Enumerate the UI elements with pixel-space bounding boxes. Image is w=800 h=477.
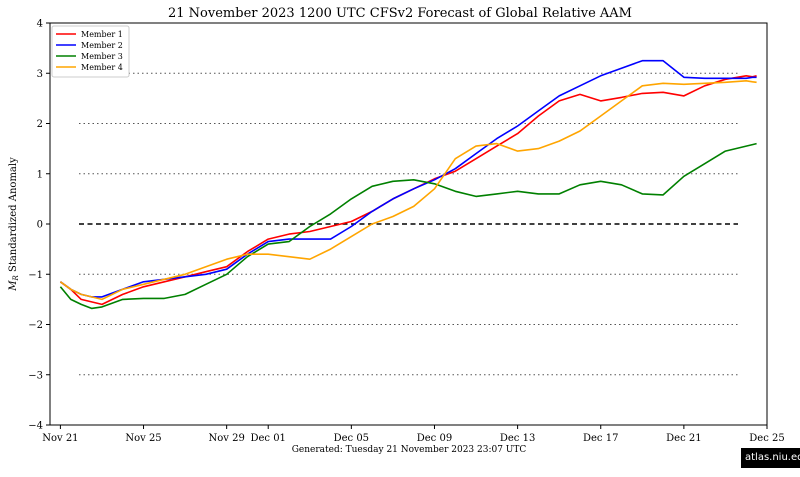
series-line-member-4 bbox=[59, 80, 757, 301]
series-group bbox=[59, 59, 757, 310]
chart-title: 21 November 2023 1200 UTC CFSv2 Forecast… bbox=[168, 6, 632, 21]
series-line-member-1 bbox=[59, 75, 757, 306]
y-tick-label: 1 bbox=[37, 169, 43, 180]
x-tick-label: Dec 17 bbox=[583, 433, 618, 444]
x-tick-label: Nov 29 bbox=[208, 433, 244, 444]
y-tick-label: 2 bbox=[37, 119, 43, 130]
generated-footer: Generated: Tuesday 21 November 2023 23:0… bbox=[292, 445, 527, 455]
y-tick-label: 3 bbox=[37, 69, 43, 80]
x-tick-label: Dec 13 bbox=[500, 433, 535, 444]
y-axis-label: MR Standardized Anomaly bbox=[8, 157, 20, 292]
x-tick-label: Dec 05 bbox=[334, 433, 369, 444]
y-tick-label: −3 bbox=[28, 370, 43, 381]
x-tick-label: Dec 09 bbox=[417, 433, 452, 444]
series-line-member-2 bbox=[59, 59, 757, 298]
y-tick-label: −1 bbox=[28, 270, 43, 281]
y-axis-ticks: −4 −3 −2 −1 0 1 2 3 4 bbox=[28, 19, 50, 432]
legend: Member 1 Member 2 Member 3 Member 4 bbox=[51, 25, 130, 78]
legend-label: Member 2 bbox=[81, 41, 123, 50]
legend-box bbox=[51, 25, 130, 78]
y-tick-label: −2 bbox=[28, 320, 43, 331]
credit-badge: atlas.niu.edu bbox=[741, 448, 800, 468]
series-line-member-3 bbox=[59, 142, 757, 310]
x-tick-label: Dec 25 bbox=[749, 433, 784, 444]
legend-label: Member 4 bbox=[81, 63, 123, 72]
y-tick-label: −4 bbox=[28, 421, 43, 432]
x-tick-label: Nov 25 bbox=[125, 433, 161, 444]
x-tick-label: Nov 21 bbox=[42, 433, 78, 444]
gridlines bbox=[79, 72, 738, 376]
x-tick-label: Dec 01 bbox=[250, 433, 285, 444]
x-tick-label: Dec 21 bbox=[666, 433, 701, 444]
legend-label: Member 1 bbox=[81, 30, 123, 39]
y-tick-label: 0 bbox=[37, 220, 43, 231]
y-tick-label: 4 bbox=[37, 19, 43, 30]
legend-label: Member 3 bbox=[81, 52, 123, 61]
x-axis-ticks: Nov 21 Nov 25 Nov 29 Dec 01 Dec 05 Dec 09 Dec … bbox=[42, 425, 785, 444]
